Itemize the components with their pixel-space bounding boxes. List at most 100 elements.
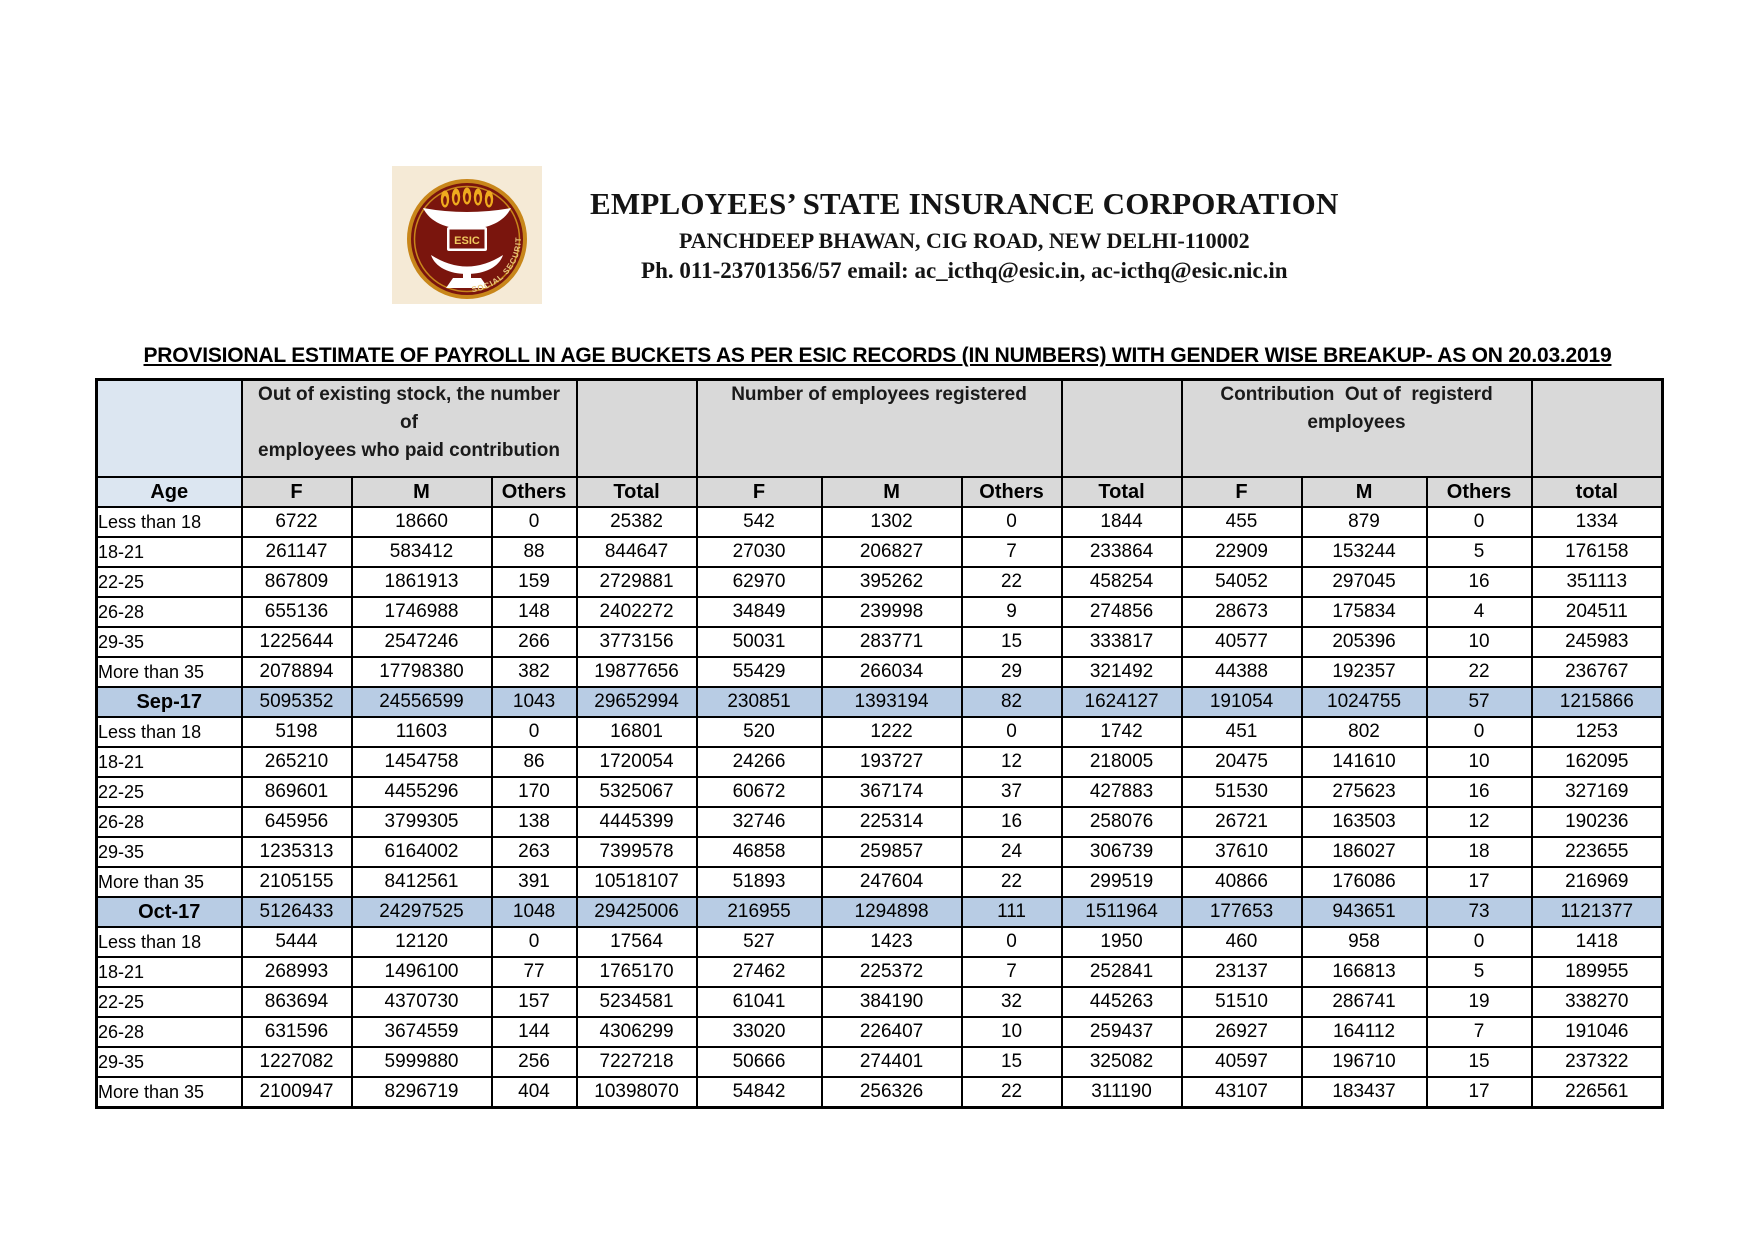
table-cell: 252841 xyxy=(1060,956,1183,988)
table-cell: 0 xyxy=(960,926,1063,958)
table-cell: 1765170 xyxy=(575,956,698,988)
row-label: 22-25 xyxy=(95,986,243,1018)
table-cell: 1302 xyxy=(820,506,963,538)
row-label: 22-25 xyxy=(95,776,243,808)
corner-cell xyxy=(95,378,243,478)
table-cell: 869601 xyxy=(240,776,353,808)
group-header-row: Out of existing stock, the number of emp… xyxy=(95,378,1664,478)
table-cell: 10 xyxy=(1425,626,1533,658)
table-cell: 15 xyxy=(1425,1046,1533,1078)
logo-text: ESIC xyxy=(454,235,480,247)
table-cell: 5126433 xyxy=(240,896,353,928)
row-label: 29-35 xyxy=(95,626,243,658)
table-cell: 6722 xyxy=(240,506,353,538)
table-cell: 460 xyxy=(1180,926,1303,958)
table-cell: 62970 xyxy=(695,566,823,598)
table-head: Out of existing stock, the number of emp… xyxy=(95,378,1664,508)
table-cell: 32746 xyxy=(695,806,823,838)
table-row: Less than 18 5444 12120 0 17564 527 1423 0 1950 4… xyxy=(95,926,1664,958)
table-cell: 4455296 xyxy=(350,776,493,808)
table-cell: 236767 xyxy=(1530,656,1664,688)
table-cell: 37 xyxy=(960,776,1063,808)
table-cell: 455 xyxy=(1180,506,1303,538)
table-cell: 205396 xyxy=(1300,626,1428,658)
row-label: Less than 18 xyxy=(95,716,243,748)
table-row: Less than 18 5198 11603 0 16801 520 1222 0 1742 4… xyxy=(95,716,1664,748)
table-cell: 1048 xyxy=(490,896,578,928)
table-row: 18-21 261147 583412 88 844647 27030 206827 7 233… xyxy=(95,536,1664,568)
table-cell: 176158 xyxy=(1530,536,1664,568)
table-cell: 18 xyxy=(1425,836,1533,868)
table-row: More than 35 2100947 8296719 404 10398070 548… xyxy=(95,1076,1664,1109)
table-cell: 274856 xyxy=(1060,596,1183,628)
group-header xyxy=(1530,378,1664,478)
table-cell: 28673 xyxy=(1180,596,1303,628)
table-cell: 520 xyxy=(695,716,823,748)
row-label: Less than 18 xyxy=(95,926,243,958)
table-cell: 10 xyxy=(960,1016,1063,1048)
table-cell: 1746988 xyxy=(350,596,493,628)
column-header: M xyxy=(1300,476,1428,508)
table-cell: 54842 xyxy=(695,1076,823,1109)
table-cell: 15 xyxy=(960,1046,1063,1078)
row-label: 26-28 xyxy=(95,596,243,628)
table-cell: 1334 xyxy=(1530,506,1664,538)
table-cell: 16801 xyxy=(575,716,698,748)
table-cell: 183437 xyxy=(1300,1076,1428,1109)
table-cell: 163503 xyxy=(1300,806,1428,838)
table-cell: 327169 xyxy=(1530,776,1664,808)
esic-logo-icon: ESIC SOCIAL SECURITY xyxy=(392,166,542,304)
table-cell: 1227082 xyxy=(240,1046,353,1078)
table-cell: 261147 xyxy=(240,536,353,568)
table-cell: 22 xyxy=(960,566,1063,598)
table-cell: 258076 xyxy=(1060,806,1183,838)
column-header: Total xyxy=(575,476,698,508)
table-cell: 1742 xyxy=(1060,716,1183,748)
table-cell: 445263 xyxy=(1060,986,1183,1018)
table-cell: 4306299 xyxy=(575,1016,698,1048)
table-cell: 286741 xyxy=(1300,986,1428,1018)
table-cell: 1454758 xyxy=(350,746,493,778)
table-cell: 51510 xyxy=(1180,986,1303,1018)
table-cell: 225314 xyxy=(820,806,963,838)
table-row: 29-35 1227082 5999880 256 7227218 50666 274401… xyxy=(95,1046,1664,1078)
table-cell: 9 xyxy=(960,596,1063,628)
table-row: 26-28 631596 3674559 144 4306299 33020 226407 1… xyxy=(95,1016,1664,1048)
table-cell: 27462 xyxy=(695,956,823,988)
table-cell: 22909 xyxy=(1180,536,1303,568)
table-cell: 7227218 xyxy=(575,1046,698,1078)
group-header: Contribution Out of registerd employees xyxy=(1180,378,1533,478)
row-label: More than 35 xyxy=(95,866,243,898)
table-cell: 34849 xyxy=(695,596,823,628)
table-cell: 10 xyxy=(1425,746,1533,778)
table-cell: 40577 xyxy=(1180,626,1303,658)
table-cell: 1235313 xyxy=(240,836,353,868)
table-cell: 15 xyxy=(960,626,1063,658)
table-cell: 1950 xyxy=(1060,926,1183,958)
table-cell: 22 xyxy=(960,1076,1063,1109)
table-cell: 367174 xyxy=(820,776,963,808)
table-cell: 338270 xyxy=(1530,986,1664,1018)
table-cell: 3799305 xyxy=(350,806,493,838)
table-cell: 802 xyxy=(1300,716,1428,748)
table-cell: 44388 xyxy=(1180,656,1303,688)
table-cell: 54052 xyxy=(1180,566,1303,598)
table-cell: 1423 xyxy=(820,926,963,958)
table-cell: 943651 xyxy=(1300,896,1428,928)
table-cell: 40597 xyxy=(1180,1046,1303,1078)
table-cell: 37610 xyxy=(1180,836,1303,868)
row-label: 22-25 xyxy=(95,566,243,598)
table-cell: 3674559 xyxy=(350,1016,493,1048)
table-row: 22-25 869601 4455296 170 5325067 60672 367174 3… xyxy=(95,776,1664,808)
table-body: Less than 18 6722 18660 0 25382 542 1302 0 1844 4… xyxy=(95,506,1664,1109)
table-cell: 26721 xyxy=(1180,806,1303,838)
table-cell: 50031 xyxy=(695,626,823,658)
table-cell: 1393194 xyxy=(820,686,963,718)
table-cell: 17564 xyxy=(575,926,698,958)
table-cell: 2078894 xyxy=(240,656,353,688)
row-label: 18-21 xyxy=(95,746,243,778)
table-cell: 1844 xyxy=(1060,506,1183,538)
table-cell: 148 xyxy=(490,596,578,628)
table-cell: 16 xyxy=(1425,566,1533,598)
table-cell: 1418 xyxy=(1530,926,1664,958)
